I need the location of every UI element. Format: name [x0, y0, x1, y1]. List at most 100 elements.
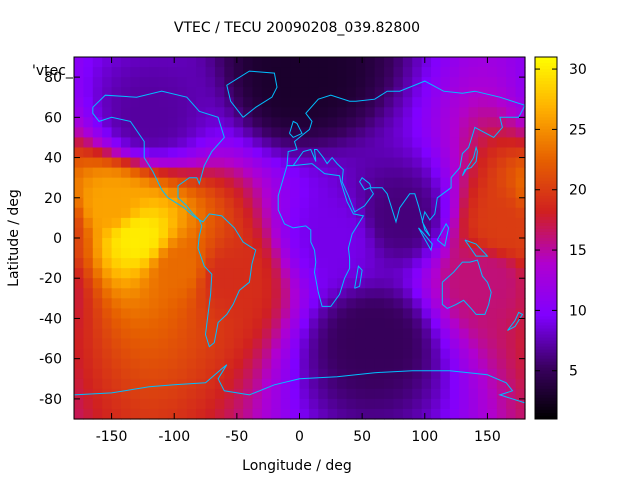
- heatmap-cell: [224, 388, 235, 400]
- colorbar-segment: [535, 186, 557, 191]
- heatmap-cell: [459, 187, 470, 199]
- colorbar-segment: [535, 355, 557, 360]
- heatmap-cell: [393, 177, 404, 189]
- heatmap-cell: [421, 87, 432, 98]
- heatmap-cell: [449, 248, 460, 259]
- heatmap-cell: [111, 338, 122, 350]
- heatmap-cell: [421, 167, 432, 179]
- heatmap-cell: [459, 258, 470, 269]
- heatmap-cell: [214, 348, 225, 360]
- heatmap-cell: [149, 157, 160, 169]
- heatmap-cell: [120, 328, 131, 340]
- heatmap-cell: [167, 238, 178, 249]
- heatmap-cell: [214, 57, 225, 68]
- heatmap-cell: [177, 408, 188, 420]
- heatmap-cell: [158, 177, 169, 189]
- heatmap-cell: [205, 207, 216, 219]
- heatmap-cell: [496, 57, 507, 68]
- heatmap-cell: [308, 288, 319, 299]
- heatmap-cell: [337, 398, 348, 410]
- heatmap-cell: [261, 117, 272, 128]
- heatmap-cell: [186, 338, 197, 350]
- heatmap-cell: [468, 288, 479, 299]
- heatmap-cell: [167, 57, 178, 68]
- heatmap-cell: [478, 177, 489, 189]
- heatmap-cell: [402, 388, 413, 400]
- heatmap-cell: [402, 147, 413, 159]
- colorbar-segment: [535, 228, 557, 233]
- heatmap-cell: [487, 167, 498, 179]
- heatmap-cell: [327, 358, 338, 370]
- heatmap-cell: [421, 368, 432, 380]
- heatmap-cell: [158, 238, 169, 249]
- heatmap-cell: [384, 167, 395, 179]
- heatmap-cell: [139, 328, 150, 340]
- heatmap-cell: [506, 238, 517, 249]
- heatmap-cell: [384, 378, 395, 390]
- heatmap-cell: [402, 227, 413, 239]
- heatmap-cell: [290, 248, 301, 259]
- heatmap-cell: [102, 358, 113, 370]
- heatmap-cell: [506, 87, 517, 98]
- heatmap-cell: [252, 57, 263, 68]
- heatmap-cell: [252, 268, 263, 279]
- heatmap-cell: [337, 107, 348, 118]
- heatmap-cell: [308, 207, 319, 219]
- heatmap-cell: [459, 217, 470, 229]
- heatmap-cell: [158, 207, 169, 219]
- heatmap-cell: [308, 107, 319, 118]
- heatmap-cell: [308, 177, 319, 189]
- heatmap-cell: [74, 147, 84, 159]
- heatmap-cell: [506, 207, 517, 219]
- heatmap-cell: [214, 338, 225, 350]
- heatmap-cell: [74, 197, 84, 209]
- heatmap-cell: [346, 137, 357, 149]
- heatmap-cell: [252, 207, 263, 219]
- heatmap-cell: [139, 258, 150, 269]
- heatmap-cell: [468, 268, 479, 279]
- continent-outline: [436, 222, 450, 247]
- colorbar-segment: [535, 289, 557, 293]
- heatmap-cell: [478, 87, 489, 98]
- heatmap-cell: [290, 348, 301, 360]
- heatmap-cell: [290, 187, 301, 199]
- heatmap-cell: [205, 248, 216, 259]
- heatmap-cell: [421, 408, 432, 420]
- heatmap-cell: [224, 318, 235, 330]
- heatmap-cell: [158, 338, 169, 350]
- heatmap-cell: [139, 77, 150, 88]
- heatmap-cell: [449, 398, 460, 410]
- heatmap-cell: [318, 238, 329, 249]
- colorbar-segment: [535, 171, 557, 176]
- heatmap-cell: [478, 298, 489, 309]
- heatmap-cell: [346, 57, 357, 68]
- colorbar-segment: [535, 144, 557, 148]
- heatmap-cell: [83, 338, 94, 350]
- heatmap-cell: [478, 348, 489, 360]
- heatmap-cell: [205, 97, 216, 108]
- heatmap-cell: [487, 147, 498, 159]
- heatmap-cell: [374, 207, 385, 219]
- heatmap-cell: [384, 358, 395, 370]
- heatmap-cell: [374, 157, 385, 169]
- heatmap-cell: [214, 288, 225, 299]
- heatmap-cell: [384, 197, 395, 209]
- heatmap-cell: [83, 117, 94, 128]
- heatmap-cell: [177, 268, 188, 279]
- heatmap-cell: [449, 57, 460, 68]
- heatmap-cell: [440, 368, 451, 380]
- heatmap-cell: [355, 348, 366, 360]
- heatmap-cell: [308, 127, 319, 139]
- heatmap-cell: [431, 107, 442, 118]
- heatmap-cell: [384, 318, 395, 330]
- heatmap-cell: [120, 288, 131, 299]
- heatmap-cell: [74, 238, 84, 249]
- heatmap-cell: [102, 288, 113, 299]
- heatmap-cell: [515, 288, 526, 299]
- heatmap-cell: [374, 147, 385, 159]
- heatmap-cell: [290, 238, 301, 249]
- colorbar-segment: [535, 340, 557, 345]
- heatmap-cell: [271, 348, 282, 360]
- heatmap-cell: [459, 318, 470, 330]
- heatmap-cell: [327, 308, 338, 320]
